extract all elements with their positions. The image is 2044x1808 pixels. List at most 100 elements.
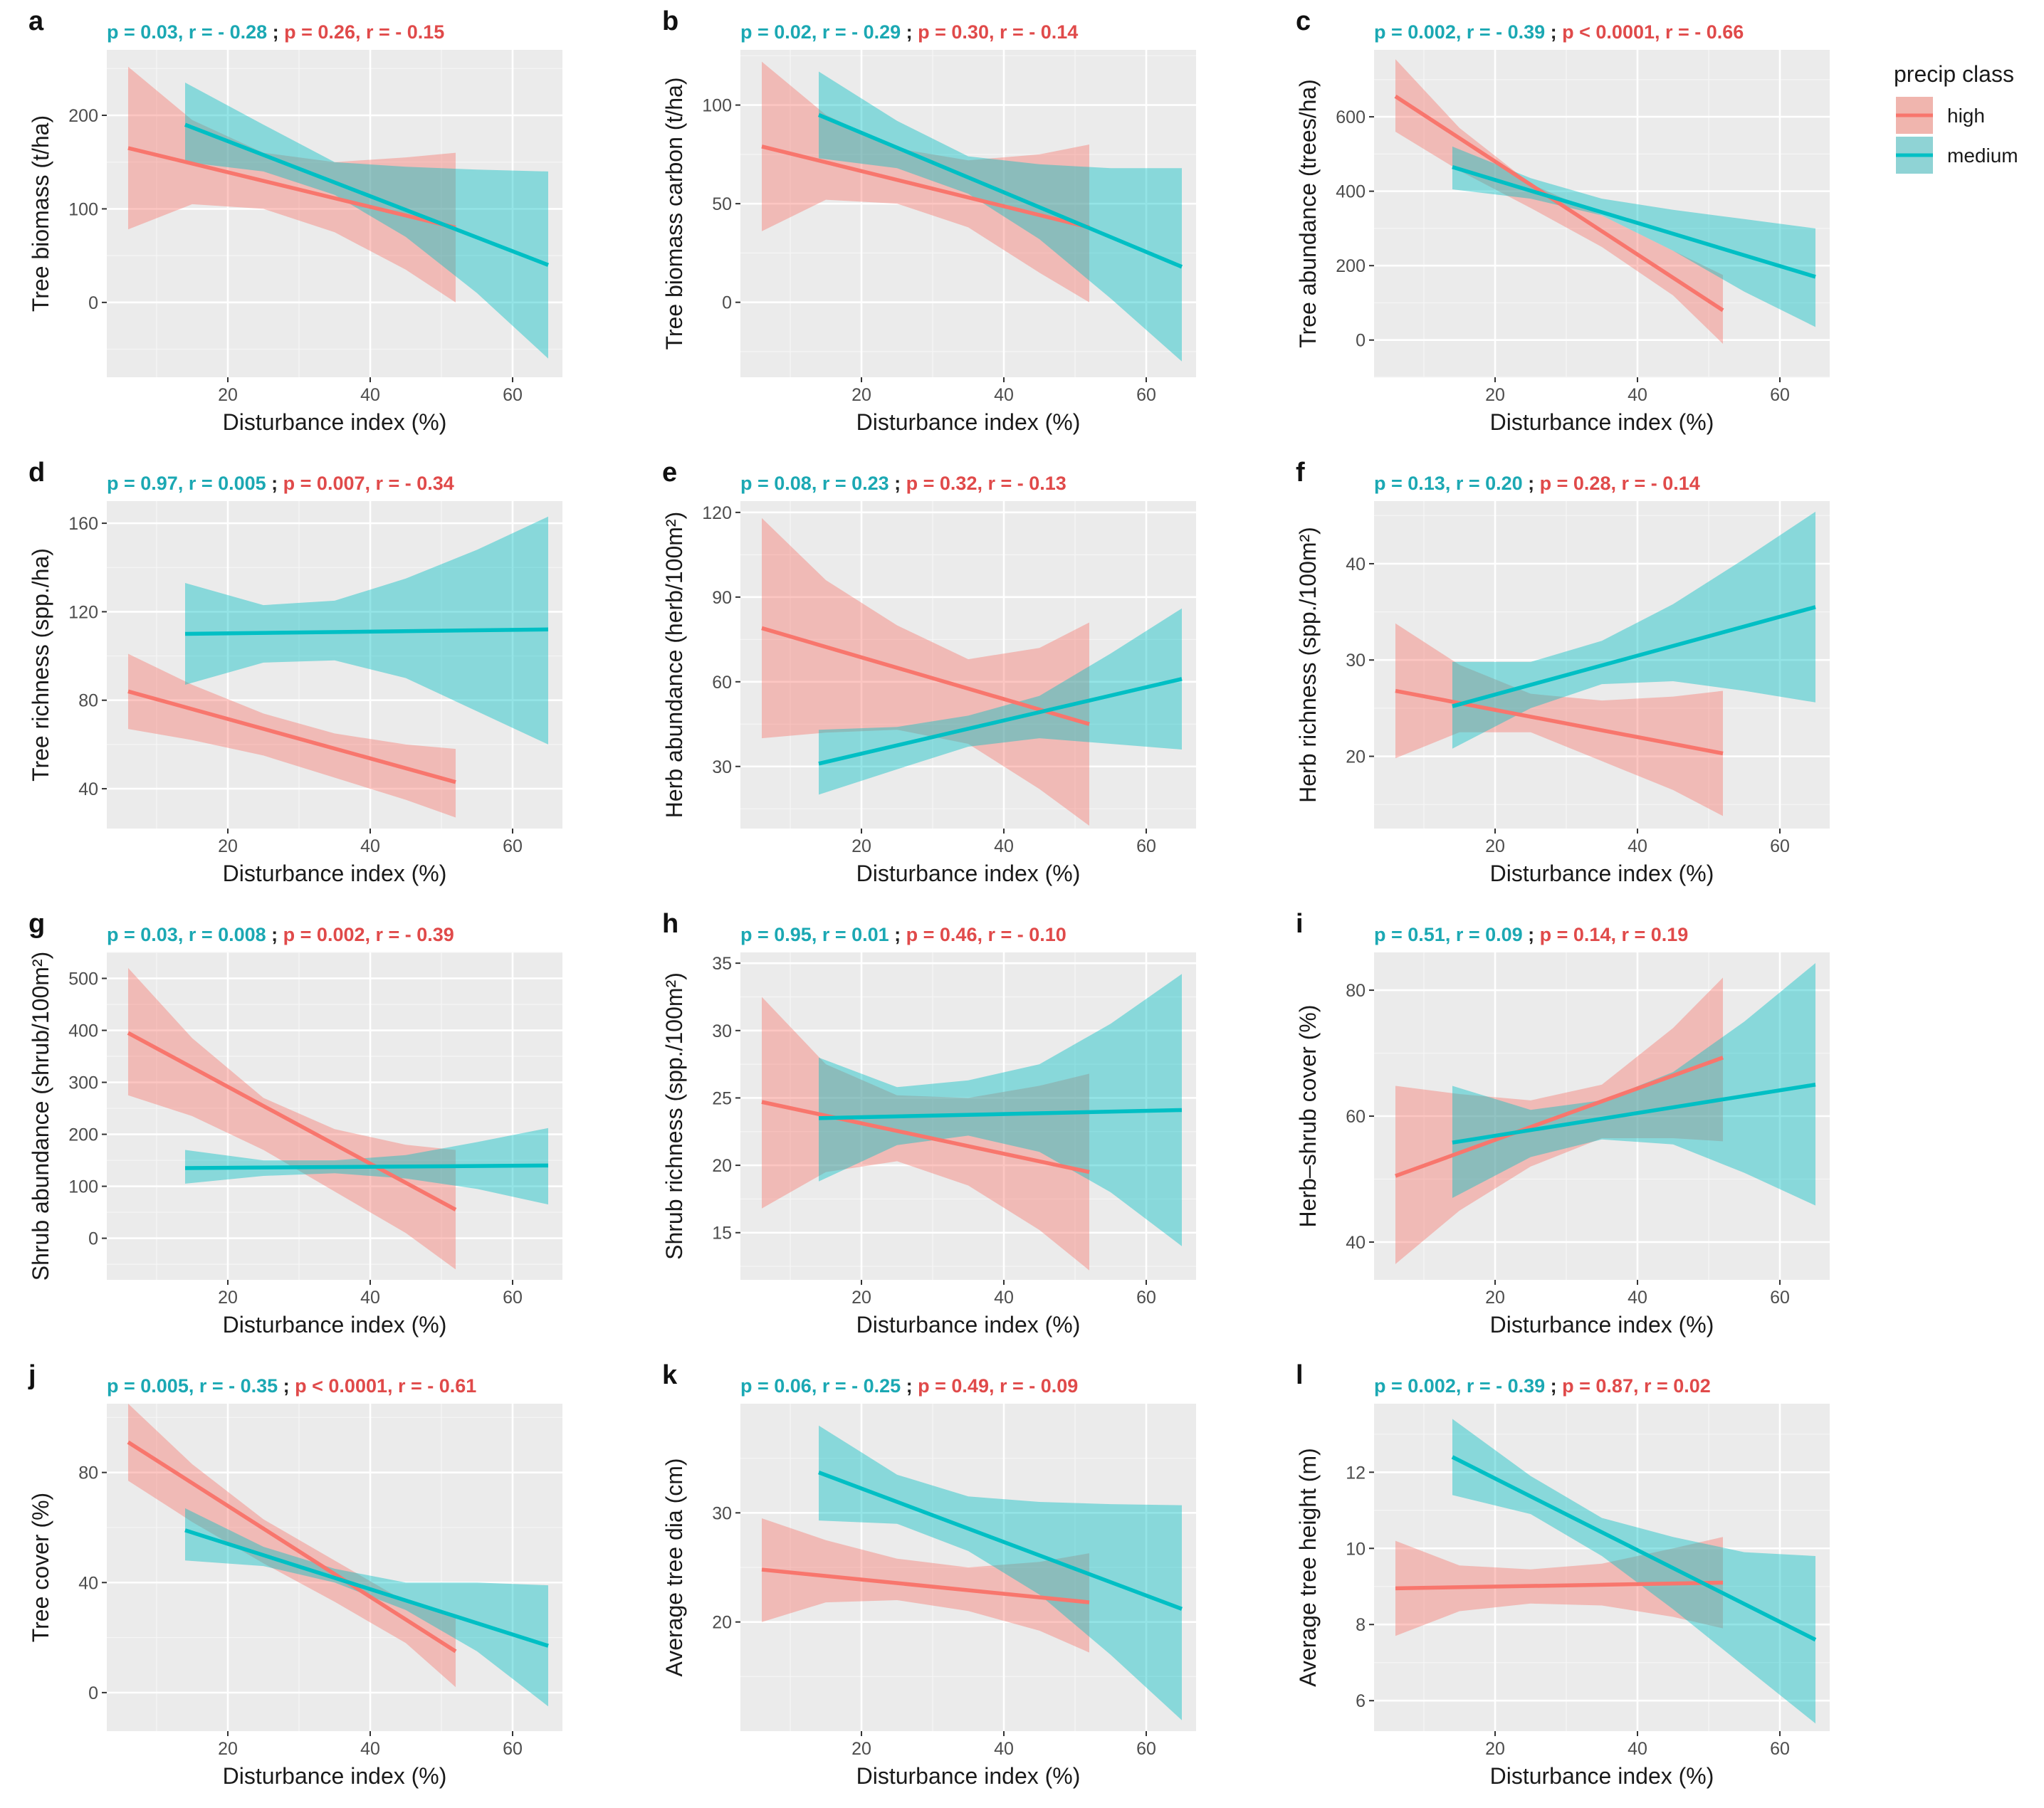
y-axis-title: Tree cover (%) [28, 1493, 53, 1642]
y-tick-label: 35 [712, 954, 732, 974]
x-axis-title: Disturbance index (%) [223, 861, 447, 886]
x-tick-label: 60 [1770, 385, 1790, 405]
plot-background [107, 50, 562, 377]
y-tick-label: 600 [1336, 107, 1366, 127]
y-tick-label: 60 [712, 673, 732, 693]
stats-separator: ; [1545, 1375, 1562, 1397]
stats-high: p = 0.28, r = - 0.14 [1540, 473, 1700, 494]
stats-separator: ; [1523, 473, 1540, 494]
legend-label-high: high [1947, 105, 1985, 127]
y-tick-label: 200 [1336, 256, 1366, 276]
panel-g: 20 40 60 0 100 200 300 400 500 g p = 0.03, r = 0.0… [28, 909, 562, 1337]
panel-k: 20 40 60 20 30 k p = 0.06, r = - 0.25 ; p = 0.… [661, 1360, 1196, 1789]
fit-line-high [761, 144, 1090, 230]
confidence-band-medium [1452, 511, 1815, 749]
x-axis-title: Disturbance index (%) [1490, 1763, 1714, 1789]
stats-line: p = 0.08, r = 0.23 ; p = 0.32, r = - 0.1… [740, 473, 1066, 494]
stats-line: p = 0.97, r = 0.005 ; p = 0.007, r = - 0… [107, 473, 454, 494]
stats-medium: p = 0.51, r = 0.09 [1374, 924, 1523, 945]
stats-separator: ; [278, 1375, 295, 1397]
fit-line-medium [1452, 605, 1816, 708]
stats-line: p = 0.005, r = - 0.35 ; p < 0.0001, r = … [107, 1375, 476, 1397]
stats-high: p = 0.49, r = - 0.09 [918, 1375, 1078, 1397]
y-tick-label: 300 [68, 1073, 98, 1093]
y-tick-label: 20 [712, 1156, 732, 1176]
fit-line-high [127, 1031, 457, 1212]
panel-j: 20 40 60 0 40 80 j p = 0.005, r = - 0.35 ; p < … [28, 1360, 562, 1789]
stats-separator: ; [901, 21, 918, 43]
stats-medium: p = 0.002, r = - 0.39 [1374, 21, 1545, 43]
panel-letter: g [28, 909, 45, 939]
x-tick-label: 20 [218, 1739, 238, 1759]
stats-line: p = 0.03, r = - 0.28 ; p = 0.26, r = - 0… [107, 21, 444, 43]
confidence-band-medium [1452, 1419, 1815, 1724]
stats-separator: ; [889, 473, 906, 494]
y-tick-label: 8 [1356, 1615, 1366, 1635]
panel-letter: d [28, 458, 45, 488]
x-tick-label: 60 [503, 1288, 523, 1308]
y-tick-label: 400 [1336, 182, 1366, 202]
confidence-band-high [762, 997, 1089, 1271]
x-tick-label: 40 [994, 1739, 1014, 1759]
y-tick-label: 120 [68, 602, 98, 622]
fit-line-high [127, 689, 456, 784]
x-tick-label: 20 [851, 836, 871, 856]
x-tick-label: 20 [851, 1288, 871, 1308]
fit-line-medium [817, 112, 1183, 269]
y-tick-label: 6 [1356, 1691, 1366, 1711]
y-tick-label: 40 [78, 779, 98, 799]
stats-medium: p = 0.13, r = 0.20 [1374, 473, 1523, 494]
y-tick-label: 15 [712, 1224, 732, 1244]
confidence-band-high [1395, 623, 1723, 816]
confidence-band-medium [819, 974, 1182, 1246]
x-tick-label: 20 [851, 1739, 871, 1759]
legend-item-medium: medium [1896, 137, 2018, 174]
confidence-band-high [762, 61, 1089, 303]
confidence-band-medium [1452, 963, 1815, 1206]
fit-line-high [1394, 95, 1724, 312]
x-tick-label: 40 [1628, 385, 1647, 405]
x-axis-title: Disturbance index (%) [1490, 861, 1714, 886]
fit-line-medium [818, 677, 1183, 766]
x-tick-label: 40 [994, 1288, 1014, 1308]
y-tick-label: 400 [68, 1021, 98, 1041]
panel-e: 20 40 60 30 60 90 120 e p = 0.08, r = 0.23 ; p =… [661, 458, 1196, 886]
y-tick-label: 30 [1346, 651, 1366, 671]
confidence-band-high [762, 517, 1089, 826]
y-axis-title: Shrub richness (spp./100m²) [661, 972, 687, 1260]
x-tick-label: 20 [1485, 1739, 1505, 1759]
fit-line-medium [1452, 1083, 1816, 1145]
y-tick-label: 200 [68, 106, 98, 126]
fit-line-medium [1451, 1455, 1817, 1642]
stats-high: p < 0.0001, r = - 0.61 [295, 1375, 476, 1397]
fit-line-medium [818, 1108, 1183, 1120]
x-axis-title: Disturbance index (%) [223, 1763, 447, 1789]
fit-line-medium [1452, 165, 1816, 279]
x-tick-label: 40 [994, 836, 1014, 856]
x-tick-label: 20 [218, 385, 238, 405]
fit-line-high [761, 1100, 1090, 1174]
y-axis-title: Tree biomass carbon (t/ha) [661, 78, 687, 350]
stats-separator: ; [266, 924, 283, 945]
y-tick-label: 100 [68, 1177, 98, 1197]
stats-medium: p = 0.02, r = - 0.29 [740, 21, 901, 43]
x-tick-label: 60 [1770, 1288, 1790, 1308]
legend-title: precip class [1894, 61, 2014, 87]
panel-d: 20 40 60 40 80 120 160 d p = 0.97, r = 0.005 ; p… [28, 458, 562, 886]
confidence-band-high [128, 66, 456, 303]
x-tick-label: 40 [360, 385, 380, 405]
y-tick-label: 200 [68, 1125, 98, 1145]
panel-letter: c [1296, 6, 1311, 36]
y-axis-title: Average tree height (m) [1295, 1448, 1321, 1687]
panel-i: 20 40 60 40 60 80 i p = 0.51, r = 0.09 ; p = 0.… [1295, 909, 1830, 1337]
y-axis-title: Average tree dia (cm) [661, 1458, 687, 1676]
y-tick-label: 20 [1346, 747, 1366, 767]
panel-letter: h [662, 909, 678, 939]
panel-h: 20 40 60 15 20 25 30 35 h p = 0.95, r = 0.01 ; p … [661, 909, 1196, 1337]
y-tick-label: 90 [712, 588, 732, 608]
fit-line-high [127, 1440, 457, 1654]
y-axis-title: Shrub abundance (shrub/100m²) [28, 952, 53, 1281]
y-tick-label: 30 [712, 1503, 732, 1523]
stats-line: p = 0.03, r = 0.008 ; p = 0.002, r = - 0… [107, 924, 454, 945]
